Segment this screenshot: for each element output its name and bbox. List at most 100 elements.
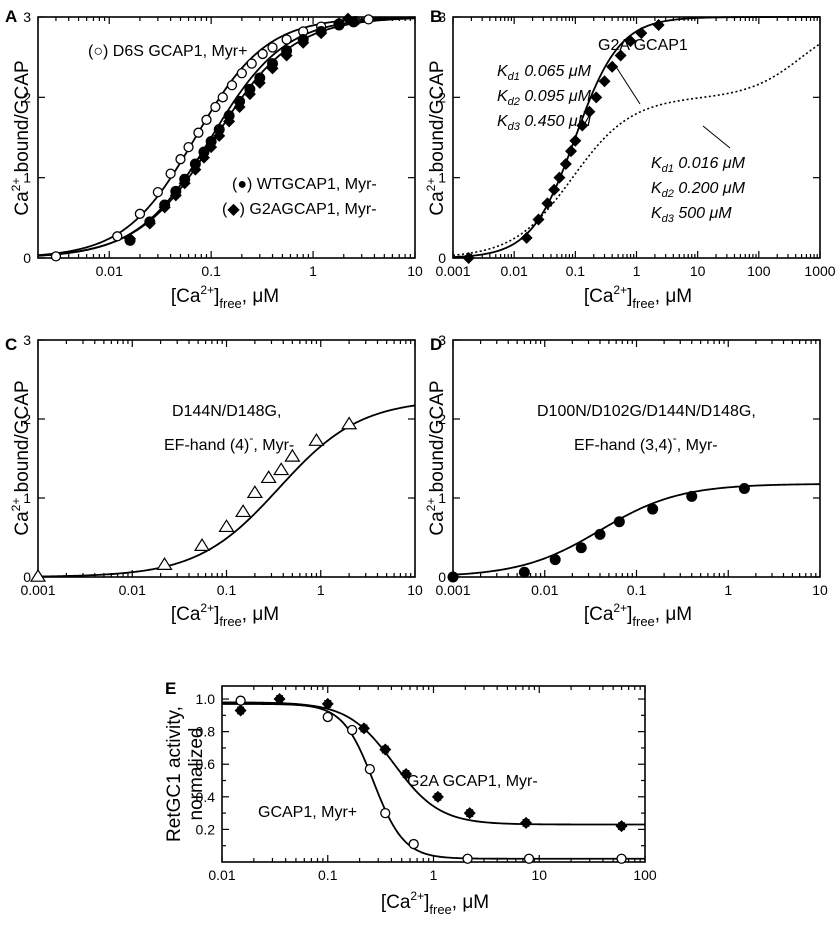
y-tick-label: 1	[438, 490, 446, 506]
y-tick-label: 1	[23, 490, 31, 506]
x-axis-label-subscript: free	[219, 614, 241, 629]
y-tick-label: 3	[23, 9, 31, 25]
x-tick-label: 0.01	[96, 263, 123, 279]
data-point-open-triangle	[193, 538, 211, 551]
x-axis-label-bracket: ]	[424, 892, 429, 913]
label-gcap1-myr: GCAP1, Myr+	[258, 804, 357, 821]
data-point-open-circle	[364, 763, 375, 775]
legend-d6s-gcap1: (○) D6S GCAP1, Myr+	[88, 43, 247, 60]
data-point-filled-diamond	[652, 19, 665, 32]
y-tick-label: 0	[23, 250, 31, 266]
x-tick-label: 0.01	[208, 867, 235, 883]
y-tick-label: 3	[438, 332, 446, 348]
data-point-filled-circle	[575, 542, 587, 554]
kd-subscript: d2	[662, 188, 674, 200]
data-point-filled-circle	[647, 503, 659, 515]
data-point-filled-diamond	[624, 35, 637, 48]
x-axis-label-superscript: 2+	[200, 283, 214, 297]
y-tick-label: 0.6	[196, 756, 216, 772]
data-point-filled-diamond	[520, 816, 533, 829]
x-tick-label: 100	[747, 263, 771, 279]
data-point-open-circle	[217, 92, 228, 103]
y-tick-label: 1	[438, 170, 446, 186]
x-tick-label: 1	[309, 263, 317, 279]
x-axis-label-subscript: free	[219, 296, 241, 311]
data-point-filled-diamond	[559, 158, 572, 171]
data-point-filled-diamond	[569, 134, 582, 147]
panel-d-efhand-label: EF-hand (3,4)-, Myr-	[574, 431, 718, 454]
x-tick-label: 0.1	[217, 582, 237, 598]
data-point-open-triangle	[156, 557, 173, 570]
kd-subscript: d1	[662, 163, 674, 175]
panel-e: 0.01 0.1 1 10 100 0.2 0.4 0.6 0.8 1.0 G2A GCAP1, M…	[164, 679, 657, 917]
data-point-filled-diamond	[462, 252, 475, 264]
data-point-filled-circle	[213, 123, 225, 135]
data-point-filled-diamond	[576, 119, 589, 132]
panel-label-e: E	[165, 679, 176, 698]
y-axis-label-superscript: 2+	[424, 498, 438, 512]
data-point-filled-circle	[594, 528, 606, 540]
data-point-filled-diamond	[548, 183, 561, 196]
data-point-open-circle	[616, 853, 627, 864]
x-axis-label-bracket: ]	[214, 286, 219, 307]
data-point-filled-diamond	[400, 768, 413, 780]
data-point-filled-diamond	[189, 163, 202, 176]
fit-curve	[222, 701, 645, 826]
kd-label-right: Kd1 0.016 μM	[651, 155, 746, 175]
x-tick-label: 0.01	[531, 582, 558, 598]
y-tick-label: 2	[23, 411, 31, 427]
x-tick-label: 10	[531, 867, 547, 883]
x-tick-label: 10	[407, 263, 423, 279]
x-tick-label: 1	[430, 867, 438, 883]
panel-c: 0.001 0.01 0.1 1 10 0 1 2 3 D144N/D148G, EF-hand (…	[5, 332, 423, 629]
data-point-open-circle	[175, 154, 186, 165]
y-tick-label: 2	[438, 411, 446, 427]
data-point-open-circle	[346, 724, 358, 736]
efhand-suffix: , Myr-	[677, 437, 718, 454]
y-axis-label-base: Ca	[427, 511, 448, 536]
plot-frame	[37, 16, 416, 259]
data-point-filled-diamond	[635, 27, 648, 40]
x-axis-label: [Ca2+]free, μM	[171, 601, 279, 629]
efhand-superscript: -	[673, 431, 677, 445]
data-point-filled-diamond	[233, 100, 246, 113]
x-tick-label: 0.1	[566, 263, 586, 279]
y-axis-label-line1: RetGC1 activity,	[164, 706, 185, 842]
kd-symbol: K	[497, 88, 509, 105]
y-axis-label-rest: bound/GCAP	[427, 60, 448, 177]
x-axis-label-base: [Ca	[171, 604, 201, 625]
x-axis-label-unit: , μM	[655, 604, 692, 625]
y-tick-label: 2	[438, 89, 446, 105]
panel-label-b: B	[430, 7, 442, 26]
data-point-filled-diamond	[357, 722, 370, 735]
kd-subscript: d1	[508, 71, 520, 83]
data-point-filled-diamond	[341, 12, 354, 25]
y-tick-label: 0	[23, 569, 31, 585]
kd-value: 0.200 μM	[674, 180, 746, 197]
label-g2a-gcap1: G2A GCAP1, Myr-	[407, 773, 538, 790]
fit-curve	[222, 703, 645, 860]
plot-frame	[37, 339, 416, 578]
efhand-text: EF-hand (3,4)	[574, 437, 673, 454]
y-axis-label-superscript: 2+	[424, 178, 438, 192]
kd-label-left: Kd3 0.450 μM	[497, 113, 592, 133]
data-point-open-circle	[50, 251, 62, 262]
x-axis-label-bracket: ]	[627, 286, 632, 307]
data-point-filled-diamond	[178, 177, 191, 190]
data-point-filled-diamond	[234, 704, 247, 717]
panel-d-mutant-label: D100N/D102G/D144N/D148G,	[537, 403, 756, 420]
panel-b-title: G2A GCAP1	[598, 37, 688, 54]
data-point-open-circle	[462, 853, 473, 864]
data-point-filled-diamond	[321, 697, 334, 710]
fit-curve	[452, 16, 820, 258]
kd-value: 500 μM	[674, 205, 732, 222]
data-point-filled-diamond	[213, 129, 226, 142]
panel-d: 0.001 0.01 0.1 1 10 0 1 2 3 D100N/D102G/D144N/D14…	[424, 332, 828, 629]
efhand-suffix: , Myr-	[253, 437, 294, 454]
data-point-filled-diamond	[158, 201, 171, 214]
data-point-open-circle	[363, 14, 374, 25]
data-point-filled-diamond	[280, 49, 293, 62]
x-tick-label: 1	[317, 582, 325, 598]
x-axis-label-superscript: 2+	[410, 889, 424, 903]
data-point-open-triangle	[284, 448, 301, 462]
